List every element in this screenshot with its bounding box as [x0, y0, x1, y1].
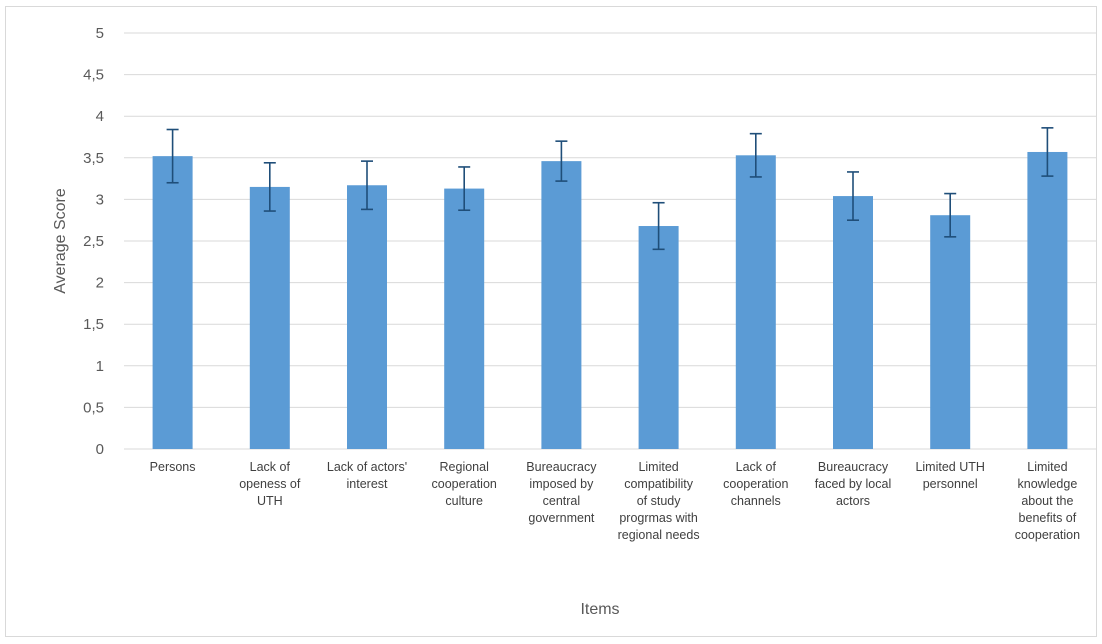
- x-tick-label: Lack of cooperation channels: [723, 460, 788, 508]
- y-tick-label: 3: [96, 191, 104, 208]
- x-axis-title: Items: [580, 601, 619, 618]
- bar: [930, 215, 971, 449]
- y-tick-label: 0: [96, 441, 104, 458]
- y-tick-label: 4,5: [83, 67, 104, 84]
- y-tick-label: 0,5: [83, 399, 104, 416]
- y-tick-label: 3,5: [83, 150, 104, 167]
- bar: [444, 188, 485, 450]
- bar: [152, 156, 193, 450]
- x-tick-label: Bureaucracy imposed by central government: [526, 460, 597, 525]
- bar: [735, 155, 776, 449]
- bar: [347, 185, 387, 450]
- x-tick-label: Limited UTH personnel: [915, 460, 984, 491]
- y-tick-label: 2: [96, 275, 104, 292]
- y-tick-label: 2,5: [83, 233, 104, 250]
- x-tick-label: Limited compatibility of study progrmas wit…: [618, 460, 700, 542]
- x-tick-label: Bureaucracy faced by local actors: [815, 460, 891, 508]
- x-tick-label: Persons: [150, 460, 196, 474]
- bar: [1027, 151, 1068, 449]
- x-tick-label: Limited knowledge about the benefits of coop…: [1015, 460, 1080, 542]
- y-tick-label: 5: [96, 25, 104, 42]
- x-tick-label: Lack of openess of UTH: [239, 460, 301, 508]
- y-axis-title: Average Score: [52, 188, 69, 294]
- y-tick-label: 4: [96, 108, 104, 125]
- y-tick-label: 1,5: [83, 316, 104, 333]
- bar: [638, 226, 679, 449]
- x-tick-label: Lack of actors' interest: [327, 460, 407, 491]
- y-tick-label: 1: [96, 358, 104, 375]
- bar: [249, 186, 290, 450]
- bar: [541, 161, 582, 450]
- x-tick-label: Regional cooperation culture: [432, 460, 497, 508]
- bar: [833, 196, 873, 449]
